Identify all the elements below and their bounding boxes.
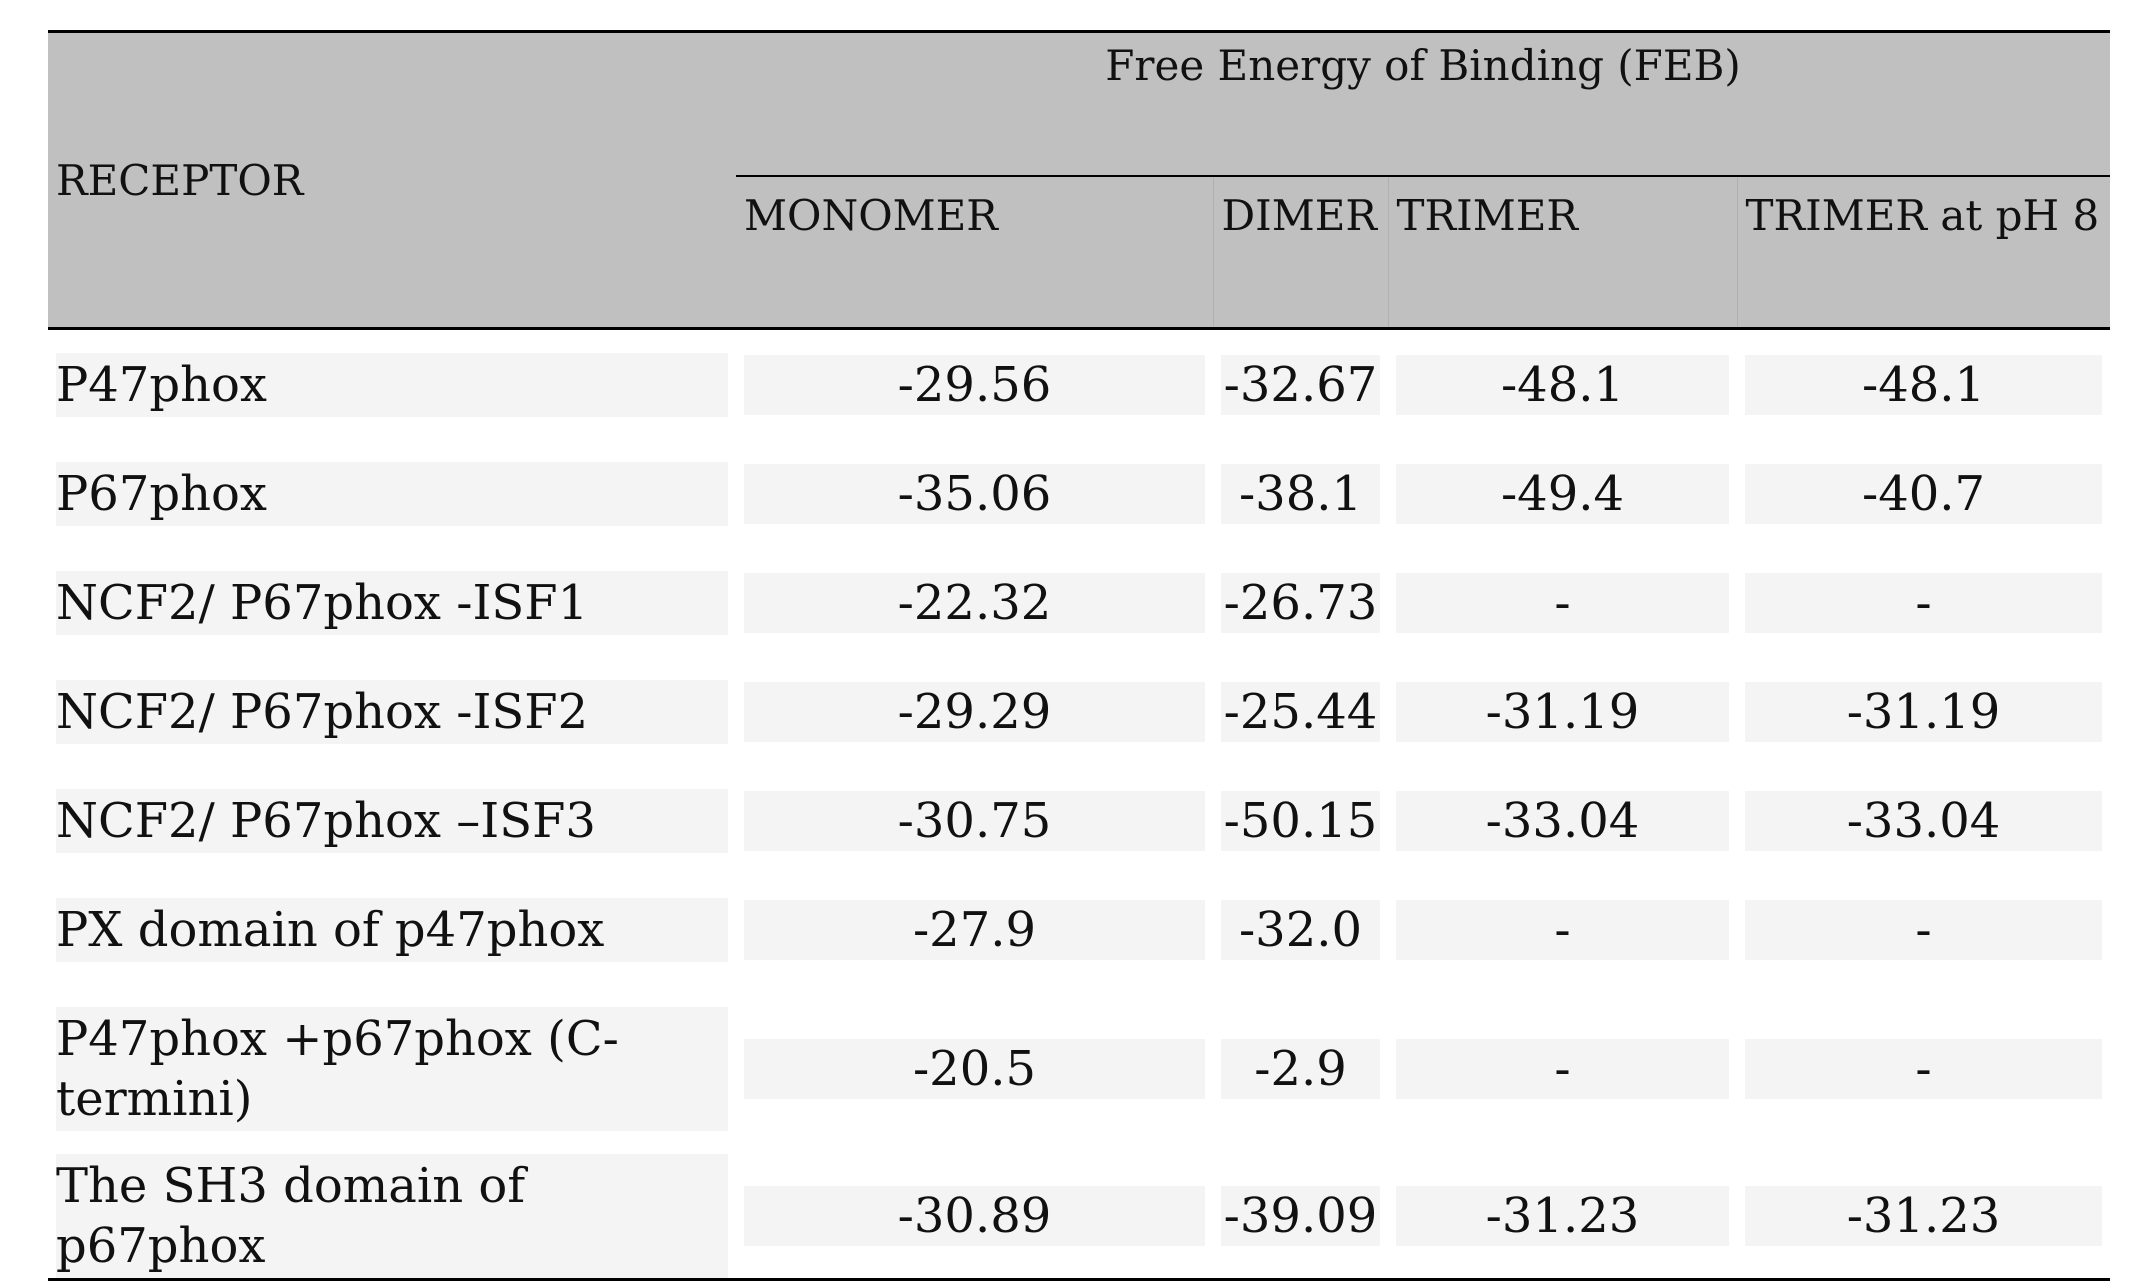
feb-group-header: Free Energy of Binding (FEB) xyxy=(736,30,2111,176)
value-cell-dimer: -26.73 xyxy=(1213,548,1388,657)
value-cell-monomer: -30.75 xyxy=(736,766,1213,875)
receptor-cell: P47phox xyxy=(48,329,736,440)
value-cell-trimer-ph8: - xyxy=(1737,548,2110,657)
column-header-monomer: MONOMER xyxy=(736,175,1213,330)
receptor-name: NCF2/ P67phox –ISF3 xyxy=(56,788,728,853)
receptor-cell: P67phox xyxy=(48,439,736,548)
feb-value: -29.56 xyxy=(744,354,1205,415)
value-cell-trimer: -31.23 xyxy=(1388,1154,1737,1281)
receptor-name: P47phox +p67phox (C-termini) xyxy=(56,1007,728,1131)
value-cell-dimer: -32.0 xyxy=(1213,875,1388,984)
feb-value: -33.04 xyxy=(1396,790,1729,851)
column-header-trimer: TRIMER xyxy=(1387,175,1737,330)
value-cell-monomer: -20.5 xyxy=(736,984,1213,1154)
receptor-name: P67phox xyxy=(56,461,728,526)
feb-value: - xyxy=(1745,899,2103,960)
receptor-cell: The SH3 domain of p67phox xyxy=(48,1154,736,1281)
value-cell-trimer: - xyxy=(1388,984,1737,1154)
value-cell-monomer: -29.56 xyxy=(736,329,1213,440)
feb-value: - xyxy=(1396,899,1729,960)
value-cell-trimer-ph8: -31.23 xyxy=(1737,1154,2111,1281)
value-cell-trimer-ph8: -48.1 xyxy=(1737,329,2110,440)
value-cell-dimer: -50.15 xyxy=(1213,766,1388,875)
feb-value: -32.0 xyxy=(1221,899,1380,960)
feb-value: - xyxy=(1396,572,1729,633)
table-row: NCF2/ P67phox -ISF2 -29.29 -25.44 -31.19 -31… xyxy=(48,657,2110,766)
feb-value: -29.29 xyxy=(744,681,1205,742)
feb-value: -30.75 xyxy=(744,790,1205,851)
receptor-cell: NCF2/ P67phox –ISF3 xyxy=(48,766,736,875)
value-cell-trimer: -48.1 xyxy=(1388,329,1737,440)
value-cell-dimer: -38.1 xyxy=(1213,439,1388,548)
feb-value: -48.1 xyxy=(1745,354,2103,415)
feb-value: -26.73 xyxy=(1221,572,1380,633)
receptor-column-header: RECEPTOR xyxy=(48,30,736,330)
table-row: P47phox +p67phox (C-termini) -20.5 -2.9- - xyxy=(48,984,2110,1154)
table-header: RECEPTOR Free Energy of Binding (FEB) MO… xyxy=(48,30,2111,330)
feb-value: - xyxy=(1396,1039,1729,1099)
value-cell-trimer: -33.04 xyxy=(1388,766,1737,875)
value-cell-trimer: - xyxy=(1388,875,1737,984)
value-cell-trimer: -49.4 xyxy=(1388,439,1737,548)
feb-value: - xyxy=(1745,1039,2103,1099)
value-cell-dimer: -2.9 xyxy=(1213,984,1388,1154)
value-cell-monomer: -35.06 xyxy=(736,439,1213,548)
feb-value: -50.15 xyxy=(1221,790,1380,851)
receptor-name: NCF2/ P67phox -ISF2 xyxy=(56,679,728,744)
value-cell-trimer-ph8: -40.7 xyxy=(1737,439,2110,548)
feb-value: -49.4 xyxy=(1396,463,1729,524)
feb-table: RECEPTOR Free Energy of Binding (FEB) MO… xyxy=(48,30,2111,1281)
value-cell-trimer-ph8: -31.19 xyxy=(1737,657,2110,766)
feb-value: -33.04 xyxy=(1745,790,2103,851)
value-cell-monomer: -30.89 xyxy=(736,1154,1213,1281)
value-cell-dimer: -25.44 xyxy=(1213,657,1388,766)
table-row: PX domain of p47phox -27.9 -32.0- - xyxy=(48,875,2110,984)
table-row: NCF2/ P67phox -ISF1 -22.32 -26.73- - xyxy=(48,548,2110,657)
feb-value: -22.32 xyxy=(744,572,1205,633)
value-cell-trimer-ph8: -33.04 xyxy=(1737,766,2110,875)
feb-value: -38.1 xyxy=(1221,463,1380,524)
feb-value: -25.44 xyxy=(1221,681,1380,742)
column-header-dimer: DIMER xyxy=(1212,175,1388,330)
feb-value: -35.06 xyxy=(744,463,1205,524)
value-cell-trimer-ph8: - xyxy=(1737,875,2110,984)
table-row: NCF2/ P67phox –ISF3 -30.75 -50.15 -33.04 -33… xyxy=(48,766,2110,875)
feb-value: -32.67 xyxy=(1221,354,1380,415)
feb-value: -40.7 xyxy=(1745,463,2103,524)
receptor-cell: NCF2/ P67phox -ISF2 xyxy=(48,657,736,766)
feb-value: -31.23 xyxy=(1745,1186,2103,1246)
value-cell-trimer: - xyxy=(1388,548,1737,657)
feb-value: -20.5 xyxy=(744,1039,1205,1099)
feb-value: -30.89 xyxy=(744,1186,1205,1246)
receptor-name: The SH3 domain of p67phox xyxy=(56,1154,728,1278)
feb-value: -2.9 xyxy=(1221,1039,1380,1099)
table-row: The SH3 domain of p67phox -30.89 -39.09 -31… xyxy=(48,1154,2111,1281)
receptor-cell: PX domain of p47phox xyxy=(48,875,736,984)
value-cell-trimer: -31.19 xyxy=(1388,657,1737,766)
receptor-name: NCF2/ P67phox -ISF1 xyxy=(56,570,728,635)
value-cell-dimer: -39.09 xyxy=(1213,1154,1388,1281)
receptor-cell: P47phox +p67phox (C-termini) xyxy=(48,984,736,1154)
feb-table-container: RECEPTOR Free Energy of Binding (FEB) MO… xyxy=(48,30,2111,1281)
value-cell-monomer: -27.9 xyxy=(736,875,1213,984)
value-cell-trimer-ph8: - xyxy=(1737,984,2110,1154)
feb-value: -31.19 xyxy=(1745,681,2103,742)
feb-value: -27.9 xyxy=(744,899,1205,960)
feb-value: - xyxy=(1745,572,2103,633)
receptor-name: P47phox xyxy=(56,352,728,417)
value-cell-monomer: -22.32 xyxy=(736,548,1213,657)
feb-value: -31.19 xyxy=(1396,681,1729,742)
receptor-name: PX domain of p47phox xyxy=(56,897,728,962)
value-cell-monomer: -29.29 xyxy=(736,657,1213,766)
feb-value: -39.09 xyxy=(1221,1186,1380,1246)
value-cell-dimer: -32.67 xyxy=(1213,329,1388,440)
table-row: P47phox -29.56 -32.67 -48.1 -48.1 xyxy=(48,329,2110,440)
table-row: P67phox -35.06 -38.1 -49.4 -40.7 xyxy=(48,439,2110,548)
feb-value: -31.23 xyxy=(1396,1186,1729,1246)
receptor-cell: NCF2/ P67phox -ISF1 xyxy=(48,548,736,657)
column-header-trimer-ph8: TRIMER at pH 8 xyxy=(1736,175,2111,330)
feb-value: -48.1 xyxy=(1396,354,1729,415)
table-body: P47phox -29.56 -32.67 -48.1 -48.1 P67phox -35.… xyxy=(48,329,2111,1281)
